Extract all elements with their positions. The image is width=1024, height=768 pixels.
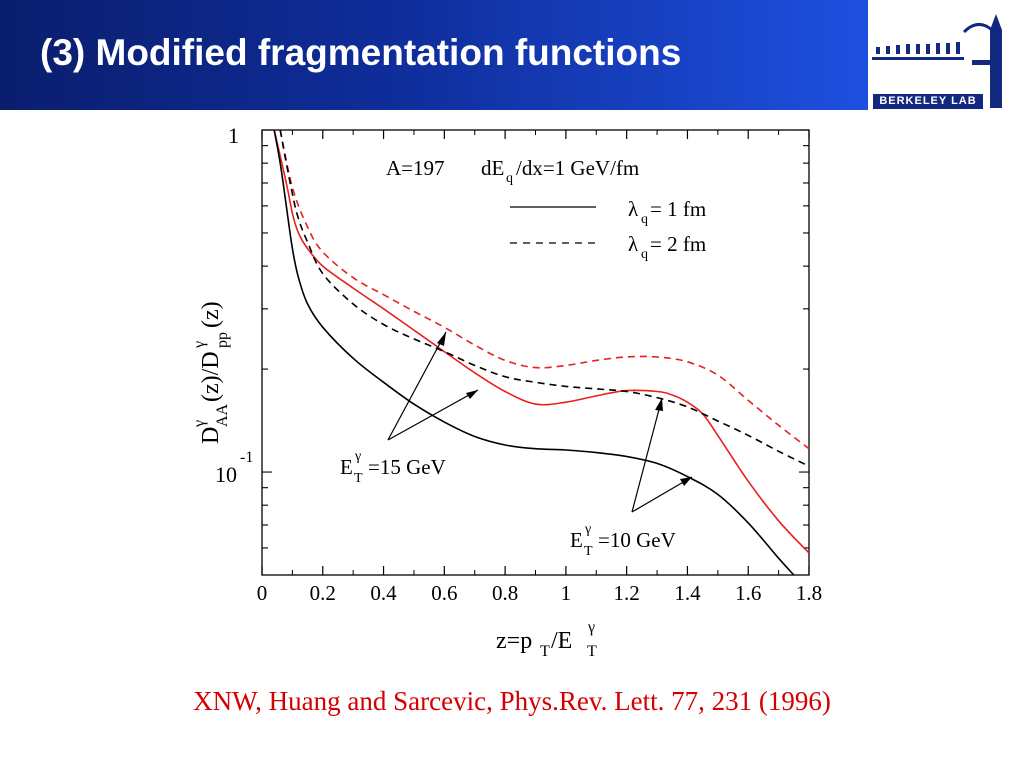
svg-text:AA: AA — [214, 403, 231, 427]
svg-text:(z)/D: (z)/D — [198, 351, 224, 402]
slide-title: (3) Modified fragmentation functions — [40, 32, 682, 73]
x-tick-label: 1.8 — [796, 581, 822, 605]
x-tick-labels: 0 0.2 0.4 0.6 0.8 1 1.2 1.4 1.6 1.8 — [257, 581, 822, 605]
x-tick-label: 0.6 — [431, 581, 457, 605]
berkeley-hills-logo-icon — [872, 14, 1002, 108]
annotation-15gev-rest: =15 GeV — [368, 455, 446, 479]
header-dE-rest: /dx=1 GeV/fm — [516, 156, 639, 180]
y-tick-label-1: 1 — [228, 123, 239, 148]
arrowheads — [437, 332, 692, 486]
svg-text:T: T — [540, 643, 550, 660]
curve-15gev-lambda2fm — [279, 129, 810, 450]
annotation-10gev-sub: T — [584, 544, 593, 559]
legend-lambda-2: λ — [628, 232, 639, 256]
citation: XNW, Huang and Sarcevic, Phys.Rev. Lett.… — [193, 686, 831, 716]
x-tick-label: 0.4 — [370, 581, 397, 605]
annotation-15gev-E: E — [340, 455, 353, 479]
x-axis-label: z=p T /E T γ — [496, 619, 597, 660]
svg-text:/E: /E — [551, 628, 572, 654]
annotation-10gev-E: E — [570, 528, 583, 552]
svg-text:γ: γ — [191, 420, 208, 428]
legend-label-2: = 2 fm — [650, 232, 706, 256]
svg-text:T: T — [587, 643, 597, 660]
curve-10gev-lambda1fm — [273, 129, 795, 576]
legend-label-1: = 1 fm — [650, 197, 706, 221]
x-tick-label: 0.2 — [310, 581, 336, 605]
x-tick-label: 0.8 — [492, 581, 518, 605]
arrows-15gev — [387, 331, 693, 513]
legend-lambda-1: λ — [628, 197, 639, 221]
x-tick-label: 1 — [561, 581, 572, 605]
svg-text:pp: pp — [214, 332, 231, 348]
y-tick-label-exp: -1 — [240, 449, 253, 466]
x-tick-label: 0 — [257, 581, 268, 605]
x-tick-label: 1.4 — [674, 581, 701, 605]
annotation-15gev-sup: γ — [354, 449, 361, 464]
x-tick-label: 1.2 — [614, 581, 640, 605]
curve-15gev-lambda1fm — [273, 129, 810, 554]
x-tick-label: 1.6 — [735, 581, 761, 605]
annotation-10gev-rest: =10 GeV — [598, 528, 676, 552]
svg-text:z=p: z=p — [496, 628, 532, 654]
svg-text:D: D — [198, 427, 224, 444]
header-A: A=197 — [386, 156, 445, 180]
svg-text:γ: γ — [191, 341, 208, 349]
svg-text:γ: γ — [587, 619, 595, 636]
y-axis-label: D γ AA (z)/D γ pp (z) — [191, 301, 231, 444]
logo-wordmark: BERKELEY LAB — [873, 94, 983, 109]
plot-frame — [261, 129, 810, 576]
svg-text:(z): (z) — [198, 301, 224, 328]
annotation-15gev-sub: T — [354, 471, 363, 486]
series-curves — [273, 129, 810, 576]
y-tick-label-10: 10 — [215, 462, 237, 487]
berkeley-lab-logo — [868, 0, 1024, 110]
annotation-10gev-sup: γ — [584, 522, 591, 537]
curve-10gev-lambda2fm — [279, 129, 810, 467]
axis-ticks — [261, 129, 810, 575]
fragmentation-chart: 0 0.2 0.4 0.6 0.8 1 1.2 1.4 1.6 1.8 1 10 -1 A=197… — [191, 123, 822, 660]
legend-lambda-2-sub: q — [641, 247, 648, 262]
header-dE-sub: q — [506, 171, 513, 186]
legend-lambda-1-sub: q — [641, 212, 648, 227]
title-bar: (3) Modified fragmentation functions — [0, 0, 868, 110]
header-dE: dE — [481, 156, 504, 180]
